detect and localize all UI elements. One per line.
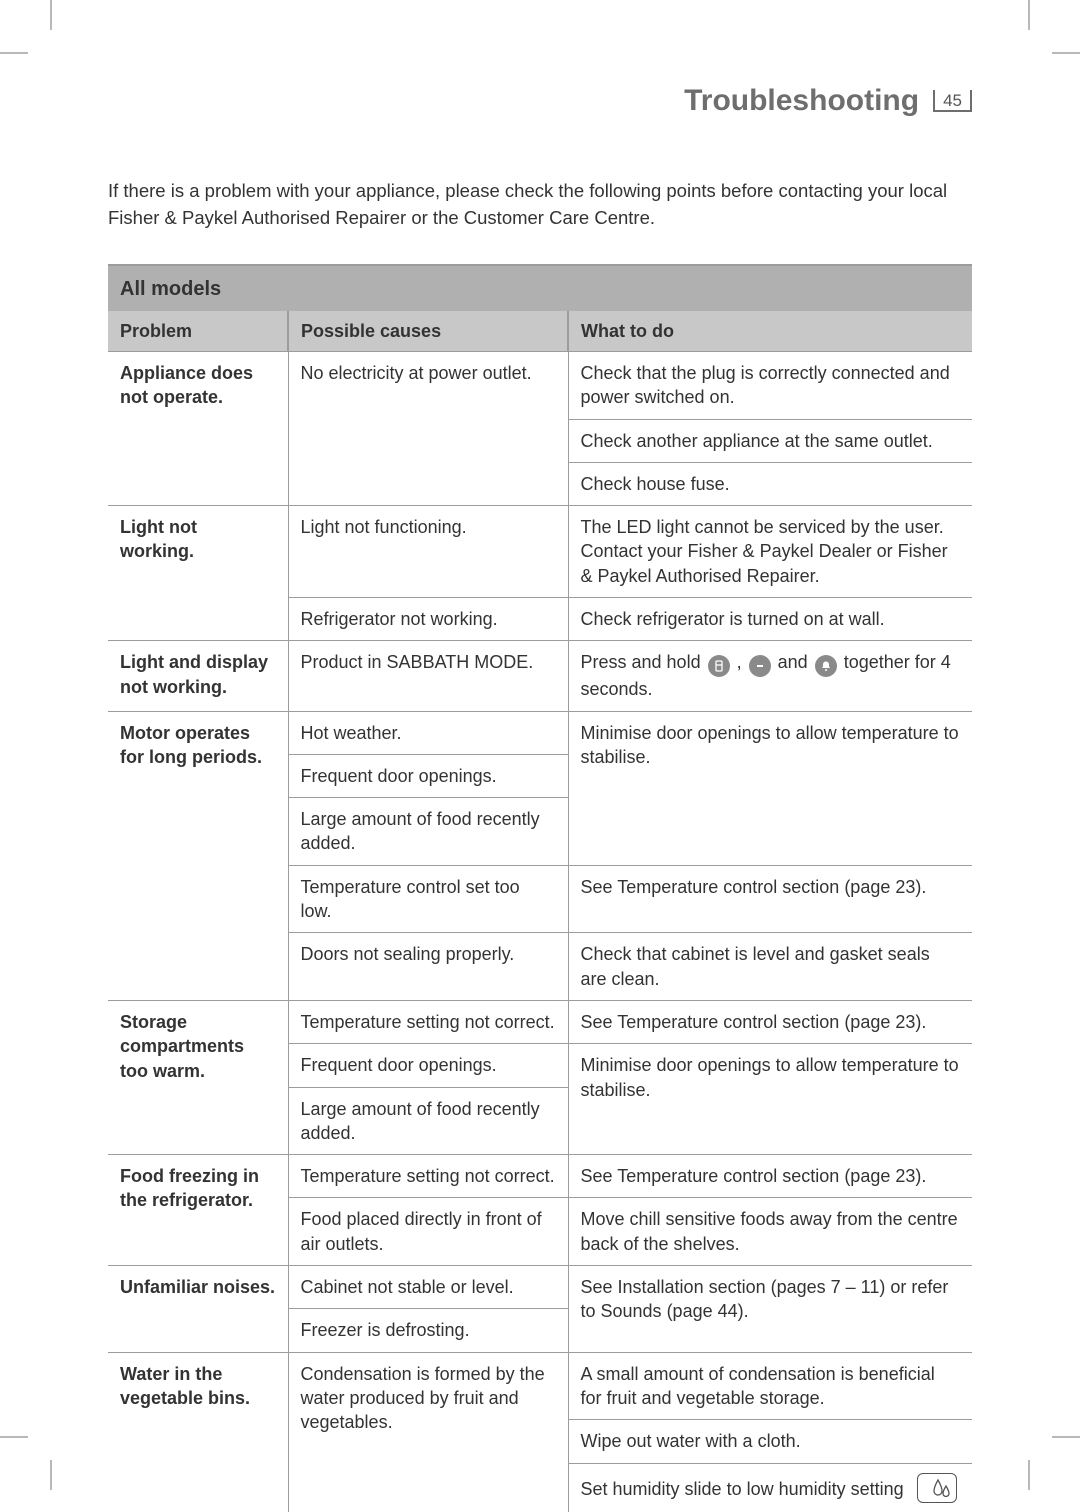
- cause-cell: Temperature setting not correct.: [288, 1155, 568, 1198]
- cause-cell: Food placed directly in front of air out…: [288, 1198, 568, 1266]
- page-content: Troubleshooting 45 If there is a problem…: [52, 52, 1028, 1438]
- problem-cell: Light not working.: [108, 506, 288, 641]
- action-cell: Check house fuse.: [568, 462, 972, 505]
- action-cell: See Installation section (pages 7 – 11) …: [568, 1266, 972, 1353]
- action-cell: See Temperature control section (page 23…: [568, 865, 972, 933]
- cause-cell: Frequent door openings.: [288, 1044, 568, 1087]
- cause-cell: Cabinet not stable or level.: [288, 1266, 568, 1309]
- crop-mark: [50, 0, 52, 30]
- cause-cell: Temperature control set too low.: [288, 865, 568, 933]
- cause-cell: No electricity at power outlet.: [288, 351, 568, 505]
- col-causes: Possible causes: [288, 311, 568, 352]
- cause-cell: Hot weather.: [288, 711, 568, 754]
- crop-mark: [50, 1460, 52, 1490]
- table-heading: All models: [108, 265, 972, 311]
- action-cell: Check that cabinet is level and gasket s…: [568, 933, 972, 1001]
- action-cell: Set humidity slide to low humidity setti…: [568, 1463, 972, 1512]
- problem-cell: Storage compartments too warm.: [108, 1000, 288, 1154]
- intro-text: If there is a problem with your applianc…: [108, 178, 972, 232]
- action-cell: The LED light cannot be serviced by the …: [568, 506, 972, 598]
- action-text: ,: [737, 652, 742, 672]
- fridge-icon: [708, 655, 730, 677]
- crop-mark: [1052, 52, 1080, 54]
- problem-cell: Unfamiliar noises.: [108, 1266, 288, 1353]
- action-cell: Minimise door openings to allow temperat…: [568, 711, 972, 865]
- cause-cell: Large amount of food recently added.: [288, 798, 568, 866]
- page-title: Troubleshooting: [684, 84, 919, 118]
- crop-mark: [0, 52, 28, 54]
- action-text: and: [778, 652, 808, 672]
- problem-cell: Food freezing in the refrigerator.: [108, 1155, 288, 1266]
- cause-cell: Light not functioning.: [288, 506, 568, 598]
- cause-cell: Product in SABBATH MODE.: [288, 641, 568, 711]
- cause-cell: Freezer is defrosting.: [288, 1309, 568, 1352]
- crop-mark: [1028, 0, 1030, 30]
- troubleshooting-table: All models Problem Possible causes What …: [108, 264, 972, 1512]
- action-cell: Check another appliance at the same outl…: [568, 419, 972, 462]
- action-cell: See Temperature control section (page 23…: [568, 1000, 972, 1043]
- action-cell: Press and hold , and together for 4 seco…: [568, 641, 972, 711]
- action-cell: Move chill sensitive foods away from the…: [568, 1198, 972, 1266]
- col-action: What to do: [568, 311, 972, 352]
- action-cell: Check refrigerator is turned on at wall.: [568, 598, 972, 641]
- problem-cell: Appliance does not operate.: [108, 351, 288, 505]
- page-header: Troubleshooting 45: [108, 84, 972, 118]
- crop-mark: [1028, 1460, 1030, 1490]
- cause-cell: Refrigerator not working.: [288, 598, 568, 641]
- crop-mark: [0, 1436, 28, 1438]
- action-cell: Wipe out water with a cloth.: [568, 1420, 972, 1463]
- minus-icon: [749, 655, 771, 677]
- cause-cell: Temperature setting not correct.: [288, 1000, 568, 1043]
- problem-cell: Light and display not working.: [108, 641, 288, 711]
- cause-cell: Frequent door openings.: [288, 754, 568, 797]
- crop-mark: [1052, 1436, 1080, 1438]
- bell-icon: [815, 655, 837, 677]
- action-text: Press and hold: [581, 652, 701, 672]
- cause-cell: Condensation is formed by the water prod…: [288, 1352, 568, 1511]
- action-cell: Check that the plug is correctly connect…: [568, 351, 972, 419]
- problem-cell: Water in the vegetable bins.: [108, 1352, 288, 1511]
- action-cell: See Temperature control section (page 23…: [568, 1155, 972, 1198]
- action-cell: A small amount of condensation is benefi…: [568, 1352, 972, 1420]
- col-problem: Problem: [108, 311, 288, 352]
- cause-cell: Doors not sealing properly.: [288, 933, 568, 1001]
- page-number: 45: [933, 90, 972, 112]
- humidity-icon: [917, 1473, 957, 1503]
- problem-cell: Motor operates for long periods.: [108, 711, 288, 1000]
- action-cell: Minimise door openings to allow temperat…: [568, 1044, 972, 1155]
- action-text: Set humidity slide to low humidity setti…: [581, 1479, 904, 1499]
- cause-cell: Large amount of food recently added.: [288, 1087, 568, 1155]
